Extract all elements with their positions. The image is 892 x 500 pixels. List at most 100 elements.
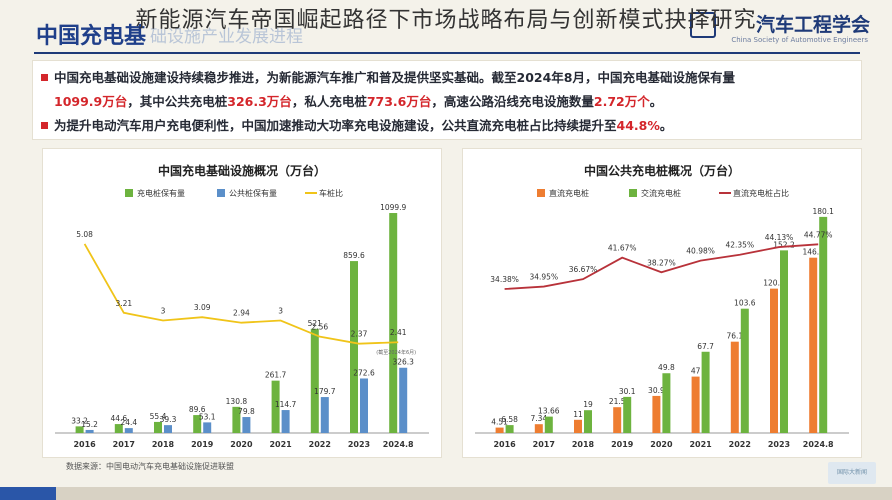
- x-tick-label: 2019: [191, 440, 214, 449]
- bar: [320, 397, 329, 433]
- summary-text-2d: ，私人充电桩: [291, 94, 367, 109]
- line-value-label: 2.41: [390, 328, 407, 337]
- bar-value-label: 272.6: [353, 368, 375, 377]
- line-value-label: 40.98%: [686, 247, 715, 256]
- x-tick-label: 2020: [230, 440, 253, 449]
- line-value-label: 34.95%: [529, 273, 558, 282]
- bullet-square-icon: [41, 74, 48, 81]
- summary-private: 773.6万台: [366, 94, 432, 109]
- bar: [730, 341, 739, 433]
- x-tick-label: 2017: [113, 440, 135, 449]
- bar-value-label: 55.4: [150, 412, 167, 421]
- bar: [505, 425, 514, 433]
- bar-value-label: 47: [691, 367, 701, 376]
- bar-value-label: 19: [583, 400, 593, 409]
- bar-value-label: 21.5: [609, 397, 626, 406]
- legend-label: 直流充电桩占比: [733, 188, 789, 198]
- x-tick-label: 2016: [73, 440, 96, 449]
- line-value-label: 3.21: [115, 299, 132, 308]
- bar: [691, 376, 700, 433]
- chart-title: 中国公共充电桩概况（万台）: [584, 163, 740, 178]
- legend-label: 车桩比: [319, 188, 343, 198]
- bullet-square-icon: [41, 122, 48, 129]
- bar: [399, 367, 408, 433]
- bar: [203, 422, 212, 433]
- bar-value-label: 6.58: [501, 415, 518, 424]
- bar-value-label: 39.3: [160, 415, 177, 424]
- bar: [85, 429, 94, 433]
- bar-value-label: 130.8: [226, 397, 248, 406]
- legend-swatch: [537, 189, 545, 197]
- watermark-logo: 国际大新闻: [828, 462, 876, 484]
- bar: [193, 415, 202, 433]
- bar: [809, 257, 818, 433]
- bar: [819, 216, 828, 433]
- bar: [271, 380, 280, 433]
- legend-swatch: [125, 189, 133, 197]
- summary-text-3a: 为提升电动汽车用户充电便利性，中国加速推动大功率充电设施建设，公共直流充电桩占比…: [54, 118, 617, 133]
- bar-value-label: 53.1: [199, 412, 216, 421]
- x-tick-label: 2022: [729, 440, 751, 449]
- x-tick-label: 2024.8: [803, 440, 834, 449]
- legend-label: 公共桩保有量: [229, 188, 277, 198]
- chart-public-chargers: 中国公共充电桩概况（万台） 直流充电桩 交流充电桩 直流充电桩占比 2016 4.516.…: [475, 163, 849, 449]
- bar: [389, 213, 398, 433]
- bar-value-label: 152.2: [773, 240, 795, 249]
- chart-panel-right: 中国公共充电桩概况（万台） 直流充电桩 交流充电桩 直流充电桩占比 2016 4.51 6.…: [462, 148, 862, 458]
- line-value-label: 44.13%: [765, 233, 794, 242]
- line-value-label: 3: [278, 307, 283, 316]
- bar-value-label: 11: [573, 410, 583, 419]
- bar-value-label: 15.2: [81, 420, 98, 429]
- bar: [242, 417, 251, 433]
- bar-value-label: 30.1: [619, 387, 636, 396]
- summary-text-2h: 。: [649, 94, 663, 109]
- bar-value-label: 33.2: [71, 416, 88, 425]
- bar-value-label: 261.7: [265, 371, 287, 380]
- line-value-label: 5.08: [76, 230, 93, 239]
- line-value-label: 2.56: [311, 323, 328, 332]
- bar-value-label: 179.7: [314, 387, 336, 396]
- line-value-label: 3: [161, 307, 166, 316]
- bar-value-label: 521: [308, 319, 323, 328]
- x-tick-label: 2024.8: [383, 440, 414, 449]
- bar-value-label: 114.7: [275, 400, 297, 409]
- line-value-label: 38.27%: [647, 258, 676, 267]
- x-tick-label: 2021: [689, 440, 712, 449]
- x-tick-label: 2021: [269, 440, 292, 449]
- x-tick-label: 2016: [493, 440, 516, 449]
- annotation: (截至2024年6月): [376, 349, 416, 356]
- bar-value-label: 76.1: [726, 332, 743, 341]
- bar: [310, 328, 319, 433]
- bar: [164, 425, 172, 433]
- bar-value-label: 4.51: [491, 418, 508, 427]
- bar: [623, 396, 632, 433]
- legend-swatch: [217, 189, 225, 197]
- summary-public: 326.3万台: [227, 94, 292, 109]
- org-logo-icon: [690, 12, 716, 38]
- bar: [662, 373, 671, 433]
- bar-value-label: 30.9: [648, 386, 665, 395]
- x-tick-label: 2017: [533, 440, 555, 449]
- source-note: 数据来源：中国电动汽车充电基础设施促进联盟: [66, 462, 234, 471]
- footer-accent: [0, 487, 56, 500]
- bar: [780, 250, 788, 433]
- bar-value-label: 67.7: [697, 342, 714, 351]
- bar: [124, 428, 133, 433]
- bar-value-label: 146.1: [802, 248, 824, 257]
- legend-swatch: [629, 189, 637, 197]
- bar-value-label: 7.34: [530, 414, 547, 423]
- summary-line-2: 1099.9万台，其中公共充电桩326.3万台，私人充电桩773.6万台，高速公…: [54, 91, 662, 110]
- bar-value-label: 326.3: [392, 358, 414, 367]
- bar-value-label: 79.8: [238, 407, 255, 416]
- bar: [740, 308, 749, 433]
- bar: [770, 288, 778, 433]
- bar: [544, 416, 553, 433]
- summary-text-1: 中国充电基础设施建设持续稳步推进，为新能源汽车推广和普及提供坚实基础。截至202…: [54, 70, 735, 85]
- chart-panel-left: 中国充电基础设施概况（万台） 充电桩保有量 公共桩保有量 车桩比 2016 33.2 15.…: [42, 148, 442, 458]
- summary-text-2b: ，其中公共充电桩: [127, 94, 228, 109]
- line-value-label: 2.37: [351, 330, 368, 339]
- bar: [232, 406, 241, 433]
- bar: [652, 395, 661, 433]
- summary-total: 1099.9万台: [54, 94, 128, 109]
- bar: [281, 410, 290, 433]
